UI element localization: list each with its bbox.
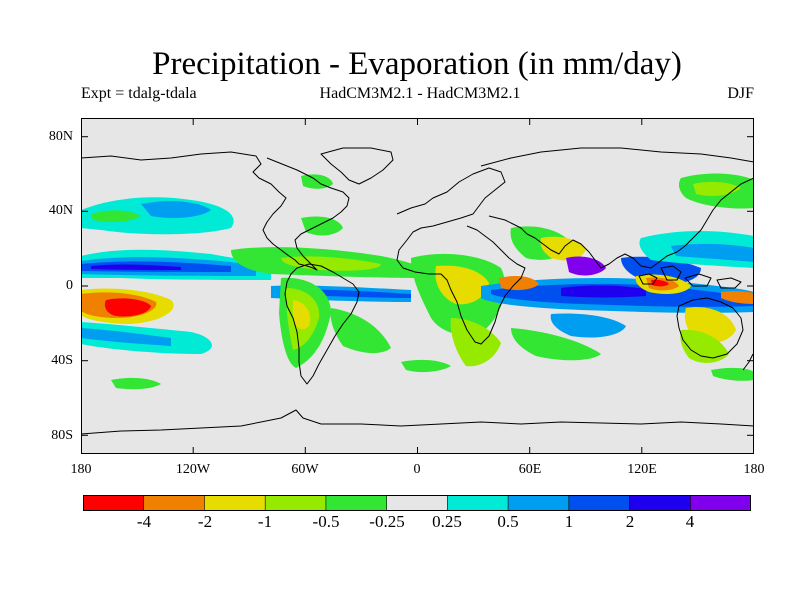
colorbar-label: -4 xyxy=(136,512,152,531)
lon-label-120w: 120W xyxy=(175,462,211,477)
lat-label-40n: 40N xyxy=(48,203,73,218)
lon-label-60e: 60E xyxy=(518,462,542,477)
colorbar-swatch xyxy=(629,495,692,511)
new-zealand-outline xyxy=(742,353,754,371)
lon-label-0: 0 xyxy=(413,462,421,477)
lon-label-60w: 60W xyxy=(291,462,319,477)
colorbar-label: -2 xyxy=(197,512,213,531)
ne-pacific-green xyxy=(91,210,141,223)
pacific-itcz-core xyxy=(91,264,181,270)
model-label: HadCM3M2.1 - HadCM3M2.1 xyxy=(319,85,521,102)
colorbar-swatch xyxy=(568,495,631,511)
s-indian-blue xyxy=(550,313,626,338)
s-america-yellow xyxy=(293,300,311,330)
asia-outline xyxy=(480,147,754,269)
map-title: Precipitation - Evaporation (in mm/day) xyxy=(152,46,682,82)
world-map xyxy=(81,118,754,454)
se-pacific-red xyxy=(104,298,151,317)
colorbar xyxy=(83,495,751,511)
colorbar-swatch xyxy=(264,495,327,511)
s-indian-green xyxy=(511,328,601,361)
colorbar-label: 1 xyxy=(564,512,574,531)
colorbar-label: 2 xyxy=(625,512,635,531)
coastlines xyxy=(81,147,754,435)
colorbar-swatch xyxy=(507,495,570,511)
australia-green xyxy=(680,329,729,363)
south-america-outline xyxy=(284,263,360,385)
ne-pacific-blue xyxy=(141,201,211,218)
map-frame xyxy=(81,118,754,454)
arabian-orange xyxy=(499,276,539,291)
lat-label-0: 0 xyxy=(66,278,73,293)
southern-green-3 xyxy=(711,367,754,381)
colorbar-swatch xyxy=(83,495,145,511)
w-pacific-blue xyxy=(671,243,754,262)
colorbar-swatch xyxy=(204,495,266,511)
lon-label-120e: 120E xyxy=(627,462,657,477)
maritime-red xyxy=(651,279,669,287)
anomaly-field xyxy=(81,173,754,390)
lat-label-80n: 80N xyxy=(48,129,73,144)
lon-label-180w: 180 xyxy=(70,462,92,477)
s-pacific-orange xyxy=(721,291,754,304)
australia-outline xyxy=(676,297,744,359)
s-atlantic-green xyxy=(330,308,391,354)
greenland-outline xyxy=(320,147,394,185)
europe-africa-outline xyxy=(396,167,526,345)
colorbar-swatch xyxy=(447,495,509,511)
lat-label-80s: 80S xyxy=(51,428,73,443)
colorbar-label: -1 xyxy=(257,512,273,531)
s-pacific-blue xyxy=(81,328,171,346)
nw-pacific-yellowgreen xyxy=(693,181,741,196)
atlantic-yellowgreen xyxy=(281,256,381,271)
lat-label-40s: 40S xyxy=(51,353,73,368)
axis-ticks xyxy=(81,118,754,454)
maritime-islands-outline xyxy=(638,265,742,289)
colorbar-swatch xyxy=(689,495,751,511)
colorbar-swatch xyxy=(325,495,388,511)
n-america-green xyxy=(301,216,343,236)
colorbar-swatch xyxy=(386,495,449,511)
africa-yellow xyxy=(435,265,489,305)
indian-ocean-core xyxy=(561,285,646,298)
colorbar-label: 4 xyxy=(685,512,695,531)
lon-label-180e: 180 xyxy=(743,462,765,477)
antarctica-outline xyxy=(81,409,754,435)
colorbar-frame xyxy=(83,495,751,511)
colorbar-label: 0.5 xyxy=(497,512,519,531)
southern-green-1 xyxy=(111,377,161,390)
southern-green-2 xyxy=(401,359,451,373)
colorbar-label: 0.25 xyxy=(432,512,462,531)
north-america-outline xyxy=(81,151,350,271)
colorbar-label: -0.5 xyxy=(312,512,340,531)
colorbar-label: -0.25 xyxy=(369,512,405,531)
experiment-label: Expt = tdalg-tdala xyxy=(81,85,197,102)
season-label: DJF xyxy=(727,85,754,102)
colorbar-swatch xyxy=(143,495,206,511)
